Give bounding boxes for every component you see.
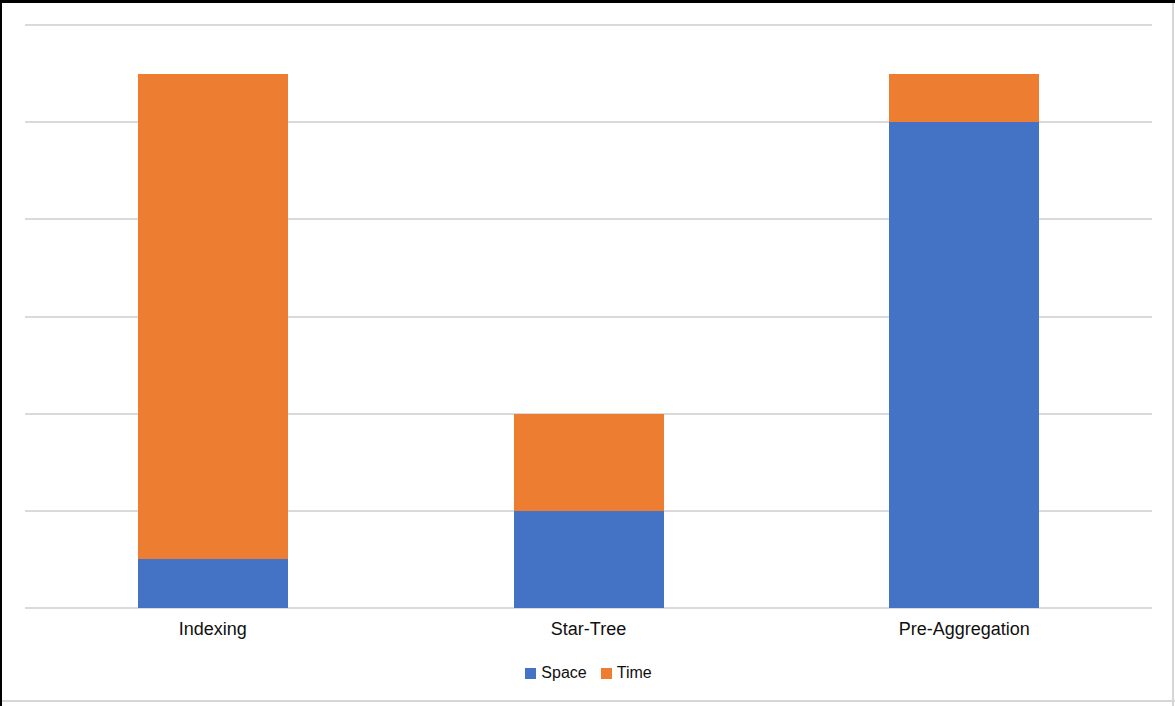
bar-segment-star-tree-time xyxy=(514,414,664,511)
x-axis-label-star-tree: Star-Tree xyxy=(401,617,777,641)
bar-segment-pre-aggregation-time xyxy=(889,74,1039,123)
chart-window: Indexing Star-Tree Pre-Aggregation Space… xyxy=(0,0,1175,706)
legend: Space Time xyxy=(25,663,1152,683)
chart-border-bottom xyxy=(0,700,1175,702)
legend-swatch-space-icon xyxy=(525,668,536,679)
legend-item-space: Space xyxy=(525,663,586,683)
x-axis-label-indexing: Indexing xyxy=(25,617,401,641)
chart-border-right xyxy=(1172,0,1174,706)
x-axis-label-pre-aggregation: Pre-Aggregation xyxy=(776,617,1152,641)
screenshot-edge-left xyxy=(0,0,2,706)
bar-segment-pre-aggregation-space xyxy=(889,122,1039,608)
bar-segment-indexing-time xyxy=(138,74,288,560)
legend-label-space: Space xyxy=(541,663,586,683)
bar-column-indexing xyxy=(25,25,401,608)
bar-column-pre-aggregation xyxy=(776,25,1152,608)
legend-swatch-time-icon xyxy=(601,668,612,679)
bar-stack-star-tree xyxy=(514,25,664,608)
bar-segment-indexing-space xyxy=(138,559,288,608)
x-axis-labels: Indexing Star-Tree Pre-Aggregation xyxy=(25,617,1152,641)
bar-stack-pre-aggregation xyxy=(889,25,1039,608)
plot-area xyxy=(25,25,1152,608)
bar-stack-indexing xyxy=(138,25,288,608)
bar-column-star-tree xyxy=(401,25,777,608)
bar-segment-star-tree-space xyxy=(514,511,664,608)
legend-label-time: Time xyxy=(617,663,652,683)
legend-item-time: Time xyxy=(601,663,652,683)
bars-layer xyxy=(25,25,1152,608)
screenshot-edge-top xyxy=(0,0,1175,3)
